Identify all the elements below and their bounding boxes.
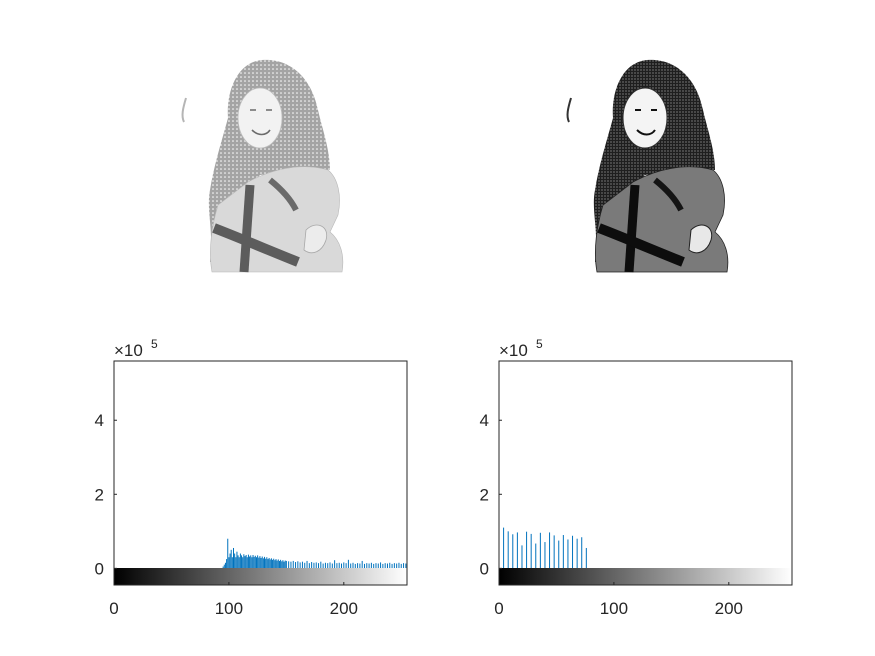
y-multiplier-exp-2: 5 (536, 337, 543, 351)
grayscale-colorbar-2 (499, 568, 792, 585)
axes-box-1 (113, 360, 408, 586)
photo-darkened-image (566, 59, 729, 273)
y-tick-label: 4 (480, 411, 489, 430)
collar-stripe (268, 177, 299, 212)
plot-area-1 (114, 361, 407, 585)
x-tick-label: 200 (330, 599, 358, 618)
collar-stripe-dark (653, 177, 684, 212)
y-multiplier-base-1: ×10 (114, 341, 143, 360)
y-tick-label: 2 (95, 485, 104, 504)
x-tick-label: 0 (494, 599, 503, 618)
x-tick-label: 200 (715, 599, 743, 618)
x-tick-label: 0 (109, 599, 118, 618)
y-tick-label: 0 (95, 559, 104, 578)
plot-area-2 (499, 361, 792, 585)
x-tick-label: 100 (600, 599, 628, 618)
grayscale-colorbar-1 (114, 568, 407, 585)
raised-hand-dark (688, 224, 713, 254)
face-shape (237, 87, 283, 149)
y-tick-label: 4 (95, 411, 104, 430)
photo-brightened-image (181, 59, 344, 273)
side-speck-dark (566, 97, 572, 123)
axis-ticks-2: 0 100 200 0 2 4 (480, 411, 743, 618)
side-speck (181, 97, 187, 123)
shirt-stripe-horizontal (212, 223, 300, 267)
axes-box-2 (498, 360, 793, 586)
y-tick-label: 2 (480, 485, 489, 504)
y-multiplier-exp-1: 5 (151, 337, 158, 351)
shirt-stripe-horizontal-dark (597, 223, 685, 267)
raised-hand (303, 224, 328, 254)
y-multiplier-base-2: ×10 (499, 341, 528, 360)
x-tick-label: 100 (215, 599, 243, 618)
shirt-stripe-vertical (239, 184, 255, 273)
axis-ticks-1: 0 100 200 0 2 4 (95, 411, 358, 618)
shirt-stripe-vertical-dark (624, 184, 640, 273)
face-shape-dark (622, 87, 668, 149)
histogram-1: 0 100 200 0 2 4 ×10 5 (95, 337, 408, 618)
histogram-2: 0 100 200 0 2 4 ×10 5 (480, 337, 793, 618)
eyes-mouth (250, 109, 272, 136)
eyes-mouth-dark (635, 109, 657, 136)
y-tick-label: 0 (480, 559, 489, 578)
